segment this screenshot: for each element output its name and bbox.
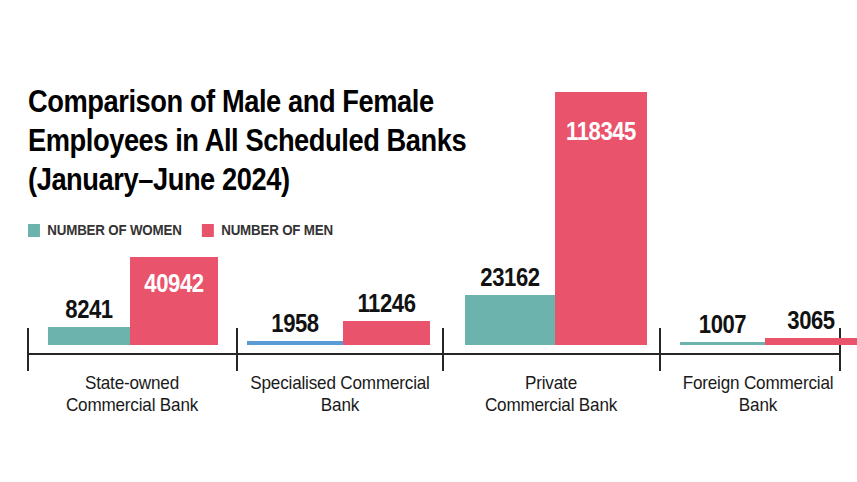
value-label-men-3: 3065 [772, 305, 850, 335]
axis-tick-mark [659, 328, 661, 371]
category-label-line: Foreign Commercial [659, 372, 857, 394]
bar-women-3 [680, 342, 765, 345]
category-label-line: Bank [241, 394, 439, 416]
axis-tick-mark [27, 328, 29, 371]
category-label-line: Commercial Bank [452, 394, 650, 416]
bar-women-0 [48, 327, 130, 345]
axis-tick-mark [442, 328, 444, 371]
chart-canvas: Comparison of Male and Female Employees … [0, 0, 857, 482]
category-label-line: State-owned [33, 372, 231, 394]
value-label-men-2: 118345 [562, 116, 640, 146]
category-label-2: PrivateCommercial Bank [452, 372, 650, 415]
value-label-men-1: 11246 [350, 288, 424, 318]
chart-area: 824140942State-ownedCommercial Bank19581… [0, 0, 857, 482]
category-label-line: Commercial Bank [33, 394, 231, 416]
category-label-line: Private [452, 372, 650, 394]
category-label-line: Bank [659, 394, 857, 416]
value-label-women-3: 1007 [686, 309, 758, 339]
bar-women-2 [465, 295, 555, 345]
value-label-women-2: 23162 [472, 262, 549, 292]
category-label-line: Specialised Commercial [241, 372, 439, 394]
bar-men-3 [765, 338, 857, 345]
category-label-0: State-ownedCommercial Bank [33, 372, 231, 415]
category-label-3: Foreign CommercialBank [659, 372, 857, 415]
value-label-women-1: 1958 [254, 308, 336, 338]
category-label-1: Specialised CommercialBank [241, 372, 439, 415]
x-axis-line [28, 353, 840, 355]
bar-men-1 [343, 321, 430, 345]
value-label-women-0: 8241 [54, 294, 124, 324]
axis-tick-mark [236, 328, 238, 371]
value-label-men-0: 40942 [137, 268, 212, 298]
bar-women-1 [247, 341, 343, 345]
